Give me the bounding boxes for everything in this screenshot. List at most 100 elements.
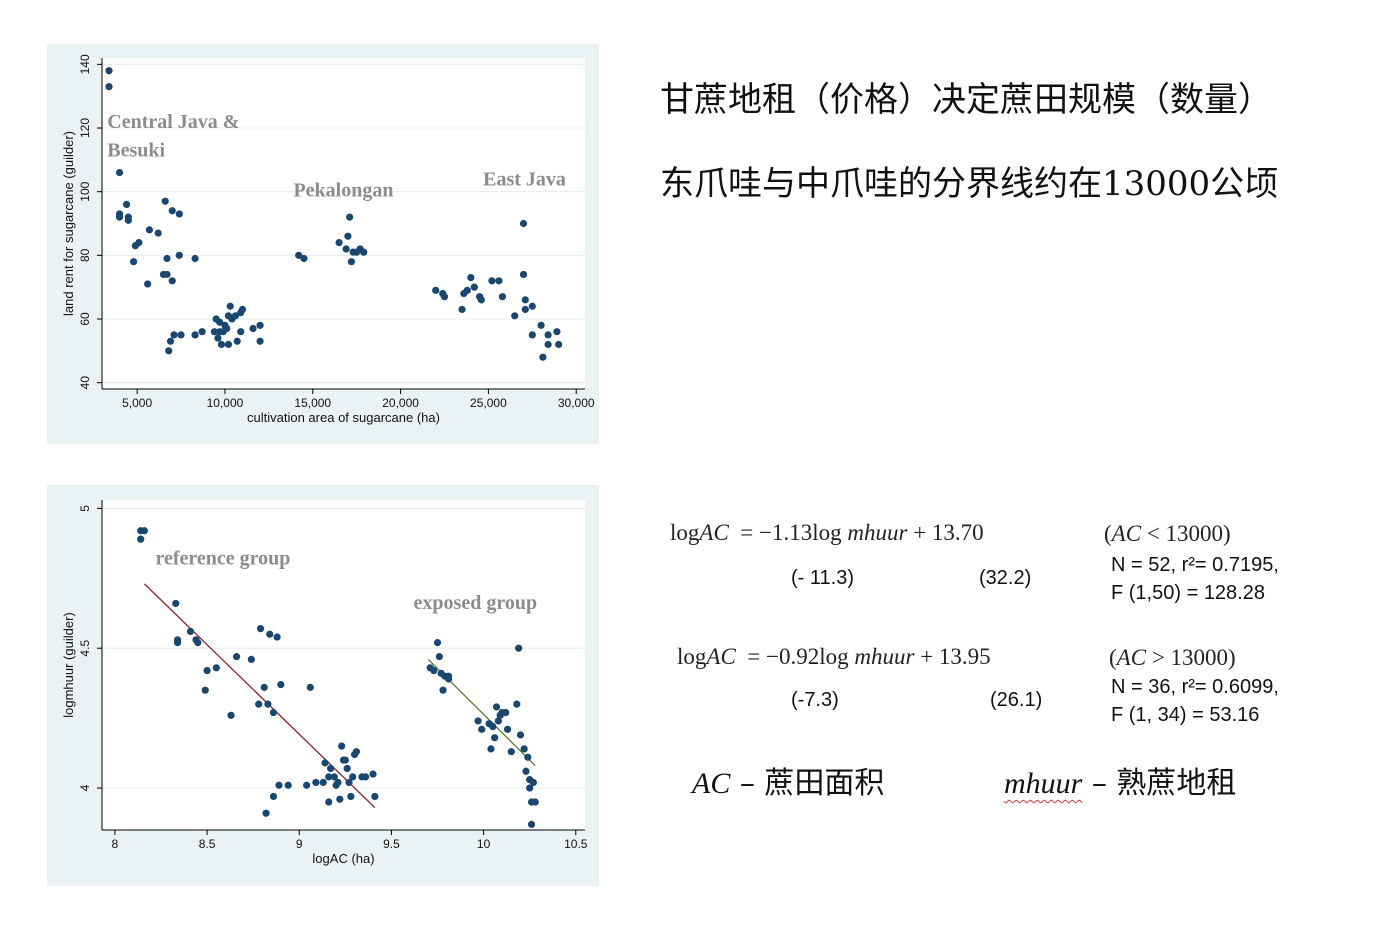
chart1-data-point: [175, 251, 183, 259]
chart2-data-point: [371, 792, 379, 801]
chart1-data-point: [231, 312, 240, 320]
cond1-open: (: [1104, 521, 1112, 546]
chart1-data-point: [539, 353, 547, 361]
chart2-data-point: [524, 753, 532, 761]
eq2-log: log: [677, 644, 707, 669]
chart1-data-point: [432, 286, 440, 294]
chart2-data-point: [264, 700, 272, 708]
heading-price-determines-scale: 甘蔗地租（价格）决定蔗田规模（数量）: [660, 80, 1272, 120]
eq1-t-stat-coef: (- 11.3): [791, 567, 854, 589]
chart1-data-point: [217, 340, 226, 349]
chart1-y-tick-label: 80: [78, 248, 92, 262]
chart1-data-point: [300, 254, 308, 263]
chart2-data-point: [334, 778, 342, 787]
chart1-data-point: [458, 305, 466, 314]
chart1-data-point: [519, 219, 528, 228]
chart1-data-point: [463, 286, 471, 294]
chart1-data-point: [470, 283, 478, 291]
heading-boundary-13000: 东爪哇与中爪哇的分界线约在13000公顷: [660, 164, 1279, 204]
chart1-data-point: [198, 328, 206, 336]
chart1-x-axis-title: cultivation area of sugarcane (ha): [247, 410, 440, 425]
chart1-y-tick-label: 140: [78, 54, 92, 74]
condition-2: (AC > 13000): [1109, 645, 1236, 671]
chart1-data-point: [335, 238, 343, 247]
eq1-equals: =: [740, 520, 754, 545]
chart1-data-point: [191, 331, 199, 339]
chart2-data-point: [503, 725, 512, 733]
chart2-data-point: [352, 748, 361, 756]
chart1-annotation: Besuki: [107, 140, 165, 162]
chart1-data-point: [488, 277, 496, 285]
eq1-rhs-var: mhuur: [847, 520, 908, 545]
eq1-coef: −1.13log: [759, 520, 842, 545]
chart1-data-point: [154, 229, 162, 237]
legend-ac: AC – 蔗田面积: [692, 758, 884, 802]
chart1-annotation: Pekalongan: [293, 179, 393, 201]
chart1-plot-area: [102, 58, 585, 389]
chart1-data-point: [168, 277, 176, 285]
eq2-const: + 13.95: [920, 644, 991, 669]
chart1-data-point: [521, 305, 529, 314]
chart1-data-point: [216, 318, 224, 326]
eq2-t-stat-coef: (-7.3): [791, 689, 839, 711]
chart1-data-point: [511, 312, 519, 320]
chart2-data-point: [433, 639, 442, 647]
chart1-data-point: [233, 337, 241, 345]
chart2-data-point: [349, 773, 357, 781]
chart1-y-tick-label: 40: [78, 376, 92, 390]
chart1-data-point: [342, 245, 350, 253]
chart1-data-point: [477, 296, 485, 304]
eq1-log: log: [670, 520, 700, 545]
chart2-data-point: [430, 666, 438, 675]
chart2-data-point: [277, 680, 285, 689]
chart1-data-point: [170, 331, 178, 339]
eq1-t-stat-const: (32.2): [979, 567, 1032, 589]
chart1-x-tick-label: 20,000: [382, 396, 419, 410]
chart2-data-point: [269, 708, 278, 717]
chart1-data-point: [344, 232, 352, 240]
chart1-y-tick-label: 60: [78, 312, 92, 326]
chart1-data-point: [360, 248, 368, 256]
chart2-data-point: [341, 756, 349, 764]
chart2-x-axis-title: logAC (ha): [312, 851, 374, 866]
chart2-data-point: [266, 630, 274, 638]
legend-mhuur-text: – 熟蔗地租: [1082, 766, 1237, 801]
chart1-data-point: [175, 210, 183, 218]
chart2-data-point: [513, 700, 521, 708]
chart2-data-point: [520, 745, 528, 753]
chart1-data-point: [528, 302, 536, 310]
chart2-data-point: [203, 666, 211, 675]
chart2-y-tick-label: 5: [78, 505, 92, 512]
chart2-data-point: [516, 731, 525, 739]
cond2-op: >: [1151, 645, 1165, 670]
eq2-rhs-var: mhuur: [854, 644, 915, 669]
chart1-x-tick-label: 5,000: [122, 396, 152, 410]
chart2-data-point: [273, 633, 281, 641]
chart2-data-point: [347, 792, 355, 801]
chart1-data-point: [544, 340, 552, 349]
chart2-data-point: [345, 778, 353, 787]
chart1-y-tick-label: 100: [78, 181, 92, 201]
chart2-x-tick-label: 8.5: [199, 837, 216, 851]
chart1-annotation: Central Java &: [107, 111, 239, 133]
chart2-x-tick-label: 10.5: [564, 837, 588, 851]
eq1-lhs-var: AC: [699, 520, 729, 545]
chart2-data-point: [140, 527, 149, 535]
chart2-data-point: [247, 655, 255, 664]
chart2-annotation: reference group: [155, 547, 290, 569]
chart2-data-point: [529, 778, 537, 787]
chart2-data-point: [306, 683, 314, 691]
eq2-stats-f: F (1, 34) = 53.16: [1111, 704, 1260, 726]
chart2-data-point: [369, 770, 377, 778]
cond1-op: <: [1146, 521, 1160, 546]
chart2-x-tick-label: 9.5: [383, 837, 400, 851]
chart2-annotation: exposed group: [414, 592, 538, 614]
chart2-y-tick-label: 4.5: [78, 640, 92, 657]
chart2-data-point: [522, 767, 530, 775]
chart1-data-point: [555, 340, 563, 349]
chart1-data-point: [165, 347, 173, 355]
eq1-const: + 13.70: [913, 520, 984, 545]
chart1-data-point: [256, 337, 264, 345]
chart1-x-tick-label: 25,000: [470, 396, 507, 410]
eq2-coef: −0.92log: [766, 644, 849, 669]
